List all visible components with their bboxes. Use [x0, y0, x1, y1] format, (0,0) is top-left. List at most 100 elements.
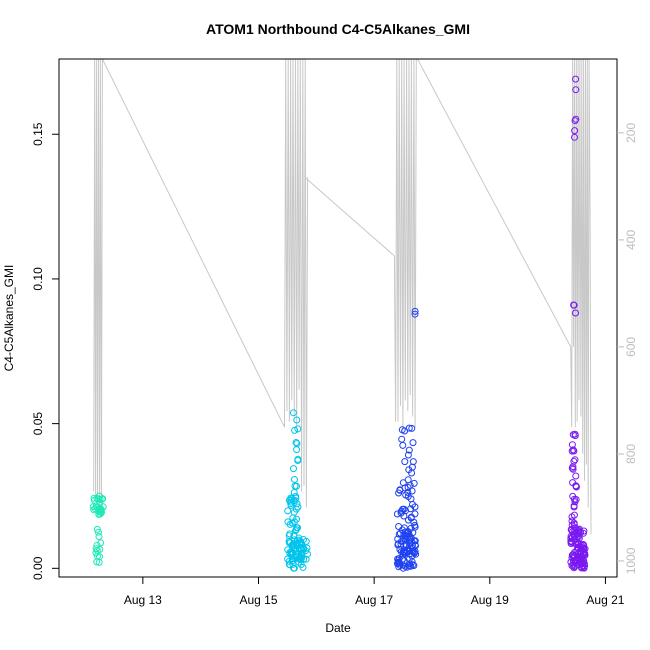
data-point — [567, 532, 575, 540]
data-point — [396, 529, 404, 537]
data-point — [399, 548, 407, 556]
data-point — [408, 424, 416, 432]
data-point — [570, 519, 578, 527]
data-point — [293, 500, 301, 508]
y-tick-label: 0.15 — [31, 122, 45, 146]
data-point — [400, 505, 408, 513]
secondary-line-burst — [93, 58, 103, 516]
data-point — [571, 127, 579, 135]
data-point — [568, 551, 576, 559]
data-point — [571, 456, 579, 464]
plot-frame — [58, 58, 618, 578]
data-point — [93, 558, 101, 566]
data-point — [570, 301, 578, 309]
data-point — [572, 483, 580, 491]
data-point — [293, 416, 301, 424]
data-point — [289, 409, 297, 417]
points-layer — [89, 75, 589, 572]
data-point — [570, 457, 578, 465]
data-point — [293, 446, 301, 454]
data-point — [409, 458, 417, 466]
chart-title: ATOM1 Northbound C4-C5Alkanes_GMI — [206, 21, 470, 37]
data-point — [92, 502, 100, 510]
data-point — [410, 562, 418, 569]
data-point — [572, 309, 579, 317]
data-point — [285, 532, 293, 540]
data-point — [292, 526, 300, 534]
data-point — [295, 555, 303, 563]
data-point — [411, 310, 419, 318]
x-axis-label: Date — [325, 621, 351, 635]
data-point — [290, 564, 298, 572]
data-point — [395, 489, 403, 497]
data-point — [409, 439, 417, 447]
data-point — [398, 435, 406, 443]
data-point — [93, 541, 101, 549]
data-point — [95, 558, 103, 566]
data-point — [404, 451, 412, 459]
data-point — [572, 86, 580, 94]
data-point — [408, 469, 416, 477]
y-tick-label: 0.05 — [31, 412, 45, 436]
data-point — [569, 479, 577, 487]
data-point — [568, 513, 576, 521]
data-point — [89, 503, 97, 511]
data-point — [294, 425, 302, 433]
data-point — [408, 558, 416, 566]
data-point — [96, 504, 104, 512]
data-point — [571, 133, 578, 141]
data-point — [294, 503, 302, 511]
data-point — [408, 537, 416, 545]
data-point — [569, 446, 577, 454]
data-point — [289, 514, 297, 522]
data-point — [411, 503, 419, 511]
data-point — [288, 519, 296, 527]
data-point — [405, 446, 413, 454]
data-point — [404, 516, 412, 524]
data-point — [290, 465, 297, 473]
data-point — [569, 465, 577, 473]
x-tick-label: Aug 19 — [471, 593, 509, 607]
data-point — [399, 441, 407, 449]
data-point — [291, 476, 298, 483]
y-axis-label: C4-C5Alkanes_GMI — [2, 265, 16, 372]
secondary-line-layer — [93, 58, 592, 535]
data-point — [403, 563, 411, 571]
data-point — [579, 540, 587, 548]
secondary-line-segment — [101, 58, 285, 428]
data-point — [570, 495, 578, 503]
secondary-line-segment — [304, 176, 395, 257]
y-tick-label: 0.00 — [31, 556, 45, 580]
y2-tick-label: 800 — [624, 444, 638, 464]
data-point — [95, 533, 103, 540]
data-point — [97, 539, 105, 547]
data-point — [402, 528, 409, 536]
data-point — [408, 487, 416, 495]
data-point — [570, 503, 578, 511]
x-tick-label: Aug 21 — [586, 593, 624, 607]
data-point — [293, 515, 300, 523]
data-point — [302, 537, 310, 545]
data-point — [399, 561, 407, 569]
data-point — [404, 528, 412, 536]
data-point — [568, 521, 576, 529]
data-point — [291, 536, 299, 544]
data-point — [401, 484, 409, 492]
data-point — [401, 549, 408, 557]
data-point — [411, 307, 419, 315]
y-axis: 0.00 0.05 0.10 0.15 — [31, 122, 60, 580]
y2-tick-label: 1000 — [624, 547, 638, 574]
data-point — [402, 507, 409, 515]
data-point — [284, 507, 292, 515]
data-point — [411, 547, 419, 555]
data-point — [407, 495, 415, 503]
y2-axis: 200 400 600 800 1000 — [617, 123, 638, 574]
data-point — [398, 426, 406, 434]
data-point — [290, 489, 298, 496]
data-point — [302, 555, 310, 563]
data-point — [578, 556, 586, 564]
data-point — [407, 562, 415, 570]
data-point — [567, 537, 575, 545]
data-point — [409, 561, 417, 569]
